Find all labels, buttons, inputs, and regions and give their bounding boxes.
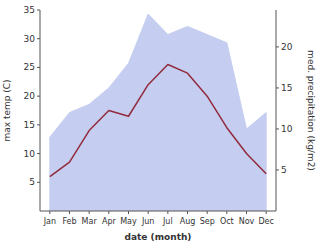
x-tick [128,211,129,214]
y-tick-label: 35 [24,5,35,15]
x-tick-label: Mar [82,217,98,226]
y-axis-line [40,10,41,211]
y2-tick-label: 10 [281,124,293,134]
x-tick [246,211,247,214]
y2-axis-line [276,10,277,211]
x-tick-label: Nov [239,217,255,226]
x-tick-label: Jul [162,217,173,226]
y-tick [37,153,40,154]
x-tick [148,211,149,214]
y-tick [37,38,40,39]
x-axis-line [40,211,276,212]
x-tick [167,211,168,214]
y2-tick [276,128,279,129]
y-tick-label: 20 [24,91,36,101]
plot-area [50,14,266,211]
x-tick [108,211,109,214]
x-tick [49,211,50,214]
y-tick-label: 10 [24,149,36,159]
y-tick-label: 15 [24,120,35,130]
y-tick-label: 30 [24,34,36,44]
chart: 5 10 15 20 25 30 35 5 10 15 20 Jan Feb Mar AprMay Jun Ju… [0,0,318,247]
y2-tick-label: 20 [281,42,293,52]
y2-tick [276,46,279,47]
x-tick [89,211,90,214]
y-tick [37,124,40,125]
y2-tick [276,87,279,88]
y-tick-label: 25 [24,62,35,72]
x-tick-label: Oct [220,217,234,226]
x-tick-label: Feb [62,217,76,226]
x-tick-label: Sep [200,217,215,226]
y2-tick-label: 15 [281,83,292,93]
x-tick [207,211,208,214]
y-axis-label: max temp (C) [2,79,12,141]
y-tick [37,10,40,11]
x-tick [69,211,70,214]
x-axis-label: date (month) [125,232,192,242]
x-tick-label: Apr [102,217,117,226]
x-tick-label: Jun [141,217,155,226]
y-tick [37,96,40,97]
y2-axis-label: med. precipitation (kg/m2) [306,50,316,171]
y-tick-label: 5 [29,177,35,187]
x-tick-label: Aug [180,217,196,226]
x-tick [266,211,267,214]
x-tick [226,211,227,214]
x-tick-label: May [120,217,137,226]
y-tick [37,182,40,183]
x-tick-label: Jan [43,217,56,226]
y-tick [37,67,40,68]
x-tick [187,211,188,214]
x-tick-label: Dec [258,217,273,226]
line [50,65,266,177]
y2-tick [276,169,279,170]
area [50,14,266,211]
y2-tick-label: 5 [281,165,287,175]
